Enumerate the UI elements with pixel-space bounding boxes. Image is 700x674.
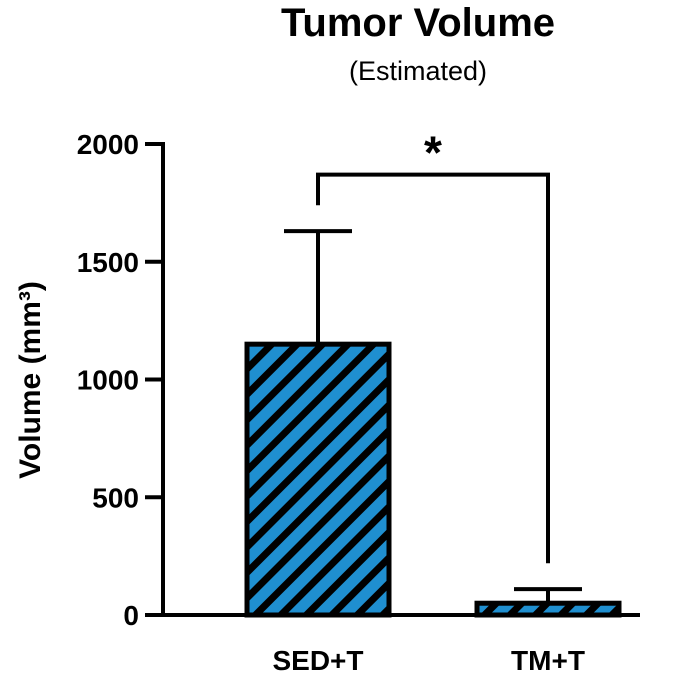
- bars: [244, 229, 622, 618]
- bar-tm-t: [474, 600, 622, 618]
- category-label: TM+T: [511, 645, 585, 674]
- significance-bracket-line: [316, 172, 550, 564]
- chart-title: Tumor Volume: [281, 1, 555, 45]
- chart-subtitle: (Estimated): [349, 56, 487, 86]
- category-label: SED+T: [272, 645, 363, 674]
- y-tick-label: 500: [92, 482, 139, 513]
- bar-sed-t: [244, 341, 392, 618]
- significance-star: *: [424, 127, 442, 179]
- y-tick-label: 1000: [77, 365, 139, 396]
- significance-bracket: *: [316, 127, 550, 564]
- y-tick-label: 0: [123, 600, 139, 631]
- category-labels: SED+T TM+T: [272, 645, 584, 674]
- y-axis-label: Volume (mm³): [14, 281, 47, 479]
- y-tick-label: 1500: [77, 247, 139, 278]
- y-axis: 0 500 1000 1500 2000: [77, 129, 640, 631]
- y-tick-label: 2000: [77, 129, 139, 160]
